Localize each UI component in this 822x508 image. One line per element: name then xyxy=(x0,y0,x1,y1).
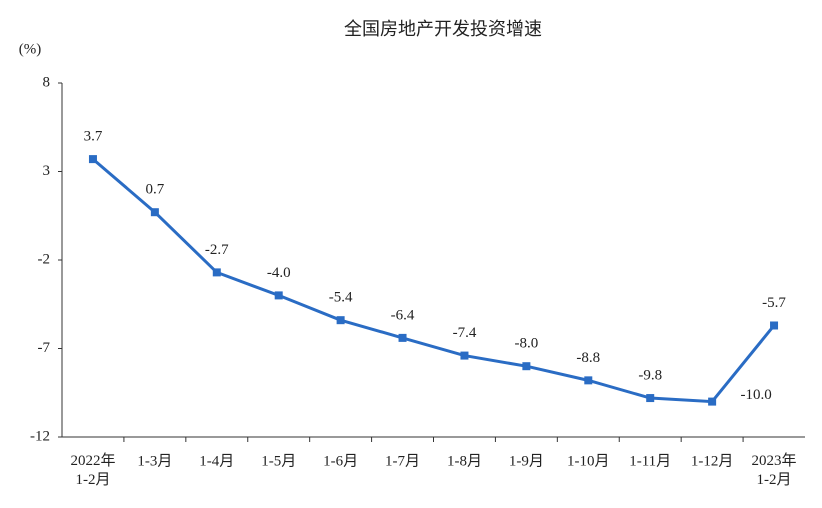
marker xyxy=(770,321,779,330)
marker xyxy=(398,333,407,342)
x-tick-label: 2022年 1-2月 xyxy=(70,452,115,488)
x-tick-label: 1-3月 xyxy=(137,453,172,469)
x-tick-label: 2023年 1-2月 xyxy=(752,452,797,488)
data-label: -9.8 xyxy=(638,367,662,383)
y-tick-label: -7 xyxy=(38,340,51,356)
x-tick-label: 1-12月 xyxy=(691,453,734,469)
data-label: -7.4 xyxy=(453,325,477,341)
marker xyxy=(708,397,717,406)
y-tick-label: 3 xyxy=(43,163,51,179)
data-label: -6.4 xyxy=(391,307,415,323)
x-tick-label: 1-5月 xyxy=(261,453,296,469)
x-tick-label: 1-7月 xyxy=(385,453,420,469)
data-label: -10.0 xyxy=(741,387,772,403)
x-tick-label: 1-4月 xyxy=(199,453,234,469)
data-label: -2.7 xyxy=(205,242,229,258)
marker xyxy=(212,268,221,277)
y-tick-label: -2 xyxy=(38,251,51,267)
data-label: -5.7 xyxy=(762,295,786,311)
x-tick-label: 1-8月 xyxy=(447,453,482,469)
x-tick-label: 1-6月 xyxy=(323,453,358,469)
marker xyxy=(88,155,97,164)
marker xyxy=(584,376,593,385)
x-tick-label: 1-11月 xyxy=(629,453,671,469)
marker xyxy=(460,351,469,360)
marker xyxy=(646,394,655,403)
marker xyxy=(336,316,345,325)
marker xyxy=(274,291,283,300)
chart-title: 全国房地产开发投资增速 xyxy=(344,19,542,40)
data-label: 0.7 xyxy=(146,182,165,198)
data-label: -5.4 xyxy=(329,290,353,306)
y-tick-label: -12 xyxy=(30,428,50,444)
y-tick-label: 8 xyxy=(43,74,51,90)
marker xyxy=(522,362,531,371)
data-label: 3.7 xyxy=(84,129,103,145)
data-label: -4.0 xyxy=(267,265,291,281)
data-label: -8.8 xyxy=(576,350,600,366)
x-tick-label: 1-9月 xyxy=(509,453,544,469)
y-axis-label: (%) xyxy=(19,41,42,57)
x-tick-label: 1-10月 xyxy=(567,453,610,469)
data-label: -8.0 xyxy=(515,336,539,352)
line xyxy=(91,157,776,404)
marker xyxy=(150,208,159,217)
